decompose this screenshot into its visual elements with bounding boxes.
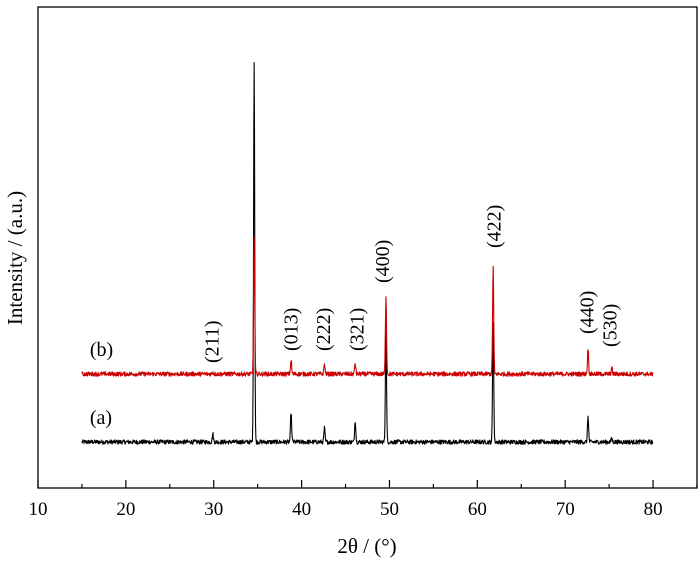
series-labels: (a) (b) xyxy=(90,339,113,429)
plot-frame xyxy=(37,6,698,489)
peak-annotations: (211)(220)(013)(222)(321)(400)(422)(440)… xyxy=(201,205,621,363)
x-axis-ticks: 10 20 30 40 50 60 70 80 xyxy=(29,480,698,520)
peak-annotation: (440) xyxy=(576,291,598,334)
x-tick-label: 40 xyxy=(292,499,311,520)
x-tick-label: 70 xyxy=(556,499,575,520)
peak-annotation: (211) xyxy=(201,320,223,363)
series-label-0: (a) xyxy=(90,407,112,429)
x-tick-label: 50 xyxy=(380,499,399,520)
y-axis-label: Intensity / (a.u.) xyxy=(3,191,27,325)
x-tick-label: 80 xyxy=(644,499,663,520)
x-tick-label: 20 xyxy=(116,499,135,520)
peak-annotation: (013) xyxy=(280,308,302,351)
x-tick-label: 30 xyxy=(204,499,223,520)
peak-annotation: (400) xyxy=(372,240,394,283)
x-tick-label: 60 xyxy=(468,499,487,520)
peak-annotation: (530) xyxy=(599,304,621,347)
series-line-0 xyxy=(81,61,654,445)
peak-annotation: (422) xyxy=(483,205,505,248)
peak-annotation: (321) xyxy=(346,308,368,351)
series-label-1: (b) xyxy=(90,339,113,361)
series-line-1 xyxy=(81,236,654,377)
peak-annotation: (222) xyxy=(313,308,335,351)
x-tick-label: 10 xyxy=(29,499,48,520)
x-axis-label: 2θ / (°) xyxy=(337,534,396,558)
series-layer xyxy=(81,61,654,445)
